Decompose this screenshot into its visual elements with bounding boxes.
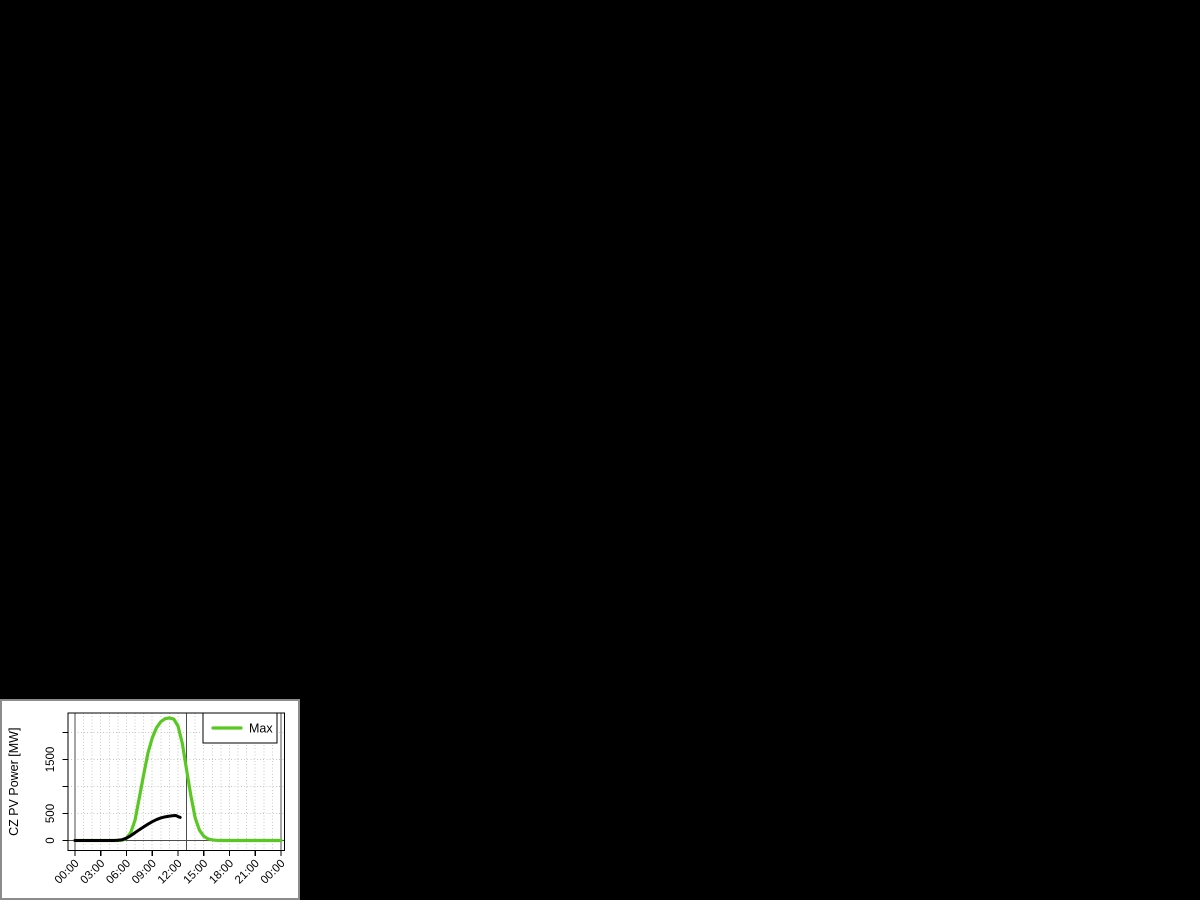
x-tick-label: 12:00 xyxy=(156,858,185,887)
series-actual-line xyxy=(73,814,182,842)
y-tick-label: 0 xyxy=(45,837,57,843)
pv-power-chart-panel: 00:00 03:00 06:00 09:00 12:00 15:00 18:00 21:00… xyxy=(0,699,300,900)
x-tick-label: 21:00 xyxy=(233,858,262,887)
legend-label: Max xyxy=(249,722,273,736)
legend: Max xyxy=(202,712,278,744)
y-tick-label: 1500 xyxy=(45,747,57,773)
x-tick-label: 15:00 xyxy=(182,858,211,887)
x-tick-label: 18:00 xyxy=(207,858,236,887)
y-axis-title: CZ PV Power [MW] xyxy=(7,728,21,836)
pv-power-chart: 00:0003:0006:0009:0012:0015:0018:0021:00… xyxy=(7,712,288,887)
x-tick-label: 00:00 xyxy=(259,858,288,887)
plot-box xyxy=(67,712,286,852)
y-tick-label: 500 xyxy=(45,804,57,823)
axes: 00:0003:0006:0009:0012:0015:0018:0021:00… xyxy=(45,731,288,887)
x-tick-label: 09:00 xyxy=(130,858,159,887)
x-tick-label: 00:00 xyxy=(53,858,82,887)
x-tick-label: 06:00 xyxy=(104,858,133,887)
x-tick-label: 03:00 xyxy=(79,858,108,887)
